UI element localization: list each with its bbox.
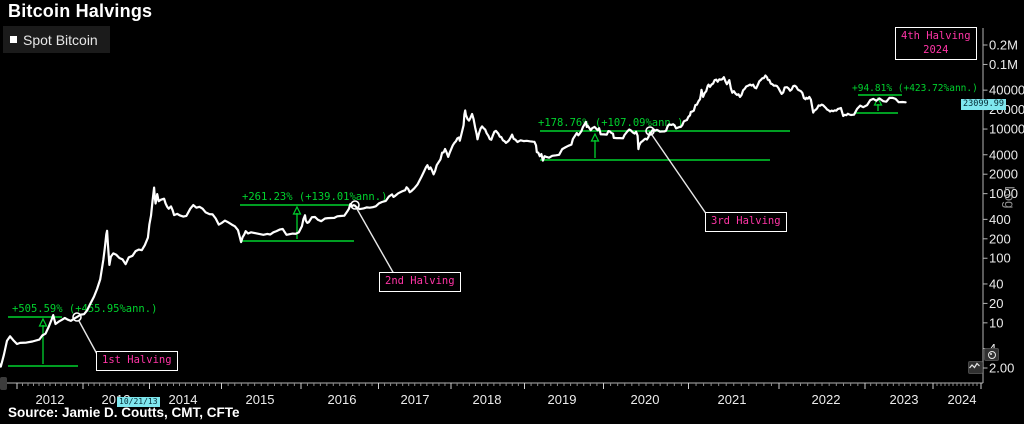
gain-arrowhead-icon [590,132,600,142]
legend-label: Spot Bitcoin [23,31,98,48]
gain-annotation-text: +505.59% (+455.95%ann.) [12,303,157,315]
gain-annotation-text: +178.76% (+107.09%ann.) [538,117,683,129]
gain-arrowhead-icon [38,317,48,327]
y-tick-label: 10 [989,315,1003,330]
legend-spot-bitcoin[interactable]: Spot Bitcoin [3,26,110,53]
y-tick-label: 10000 [989,122,1024,137]
x-tick-label: 2012 [36,392,65,407]
y-tick-label: 200 [989,231,1011,246]
x-tick-label: 2019 [548,392,577,407]
x-tick-label: 2022 [812,392,841,407]
gain-arrowhead-icon [292,205,302,215]
y-tick-label: 4000 [989,147,1018,162]
x-tick-label: 2016 [328,392,357,407]
x-tick-label: 2020 [631,392,660,407]
last-price-tag: 23099.99 [961,99,1006,110]
corner-widget[interactable] [0,377,7,390]
y-tick-label: 2000 [989,167,1018,182]
x-tick-label: 2014 [169,392,198,407]
y-tick-label: 20 [989,296,1003,311]
y-tick-label: 40 [989,276,1003,291]
x-tick-label: 2021 [718,392,747,407]
spot-bitcoin-price-line [0,74,907,368]
page-title: Bitcoin Halvings [8,1,153,21]
x-tick-label: 2018 [473,392,502,407]
halving-marker-icon [72,312,82,322]
y-tick-label: 100 [989,251,1011,266]
y-tick-label: 400 [989,212,1011,227]
x-tick-label: 2024 [948,392,977,407]
y-tick-label: 40000 [989,83,1024,98]
y-axis-scale-label: Log [1002,186,1017,209]
series-swatch-icon [10,36,17,43]
cursor-date-tag: 10/21/13 [117,397,160,407]
x-tick-label: 2015 [246,392,275,407]
halving-marker-icon [350,200,360,210]
y-tick-label: 0.1M [989,57,1018,72]
halving-callout-line [651,134,708,216]
y-tick-label: 1000 [989,186,1018,201]
halving-marker-icon [645,126,655,136]
y-tick-label: 0.2M [989,38,1018,53]
x-tick-label: 2023 [890,392,919,407]
line-chart-icon [969,362,980,369]
gain-annotation-text: +94.81% (+423.72%ann.) [852,83,978,94]
halving-callout-line [356,208,395,275]
target-icon [987,350,996,359]
source-credit: Source: Jamie D. Coutts, CMT, CFTe [8,405,240,420]
halving-callout-line [78,320,98,355]
gain-annotation-text: +261.23% (+139.01%ann.) [242,191,387,203]
chart-settings-button[interactable] [984,348,999,361]
x-tick-label: 2017 [401,392,430,407]
y-tick-label: 2.00 [989,361,1014,376]
chart-style-button[interactable] [968,361,983,374]
